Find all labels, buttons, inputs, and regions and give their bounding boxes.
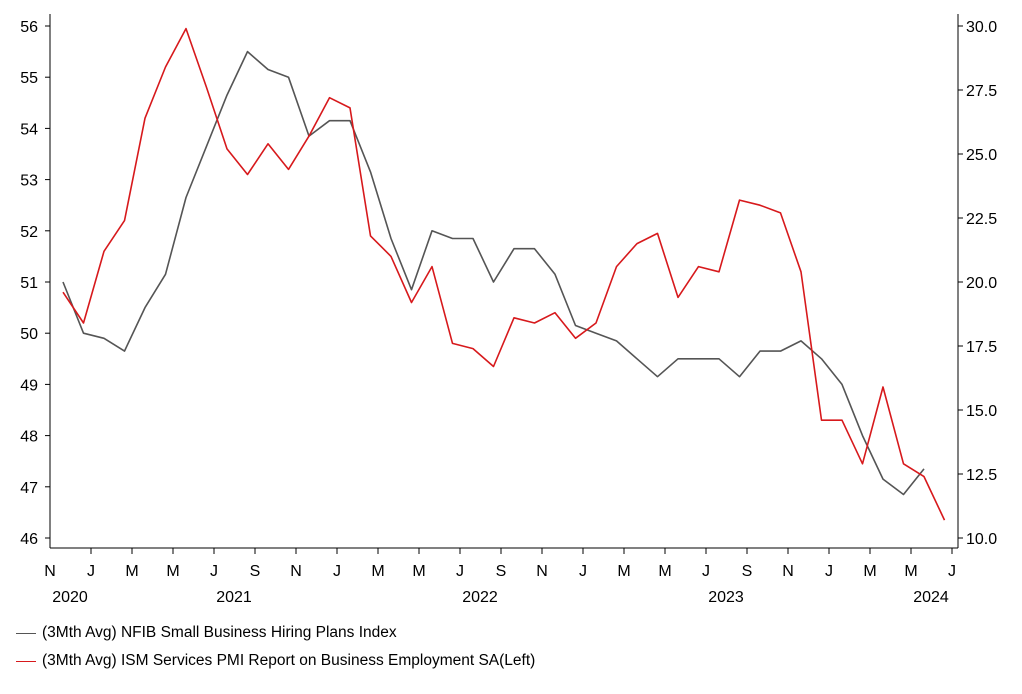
x-tick-label: M: [412, 563, 425, 580]
x-year-label: 2024: [913, 589, 949, 606]
y-right-tick-label: 20.0: [966, 275, 997, 292]
y-left-tick-label: 53: [20, 173, 38, 190]
x-tick-label: J: [333, 563, 341, 580]
x-year-label: 2021: [216, 589, 252, 606]
legend-label-nfib: (3Mth Avg) NFIB Small Business Hiring Pl…: [42, 624, 397, 641]
x-tick-label: M: [863, 563, 876, 580]
x-tick-label: S: [250, 563, 261, 580]
x-tick-label: J: [825, 563, 833, 580]
legend-item-nfib: (3Mth Avg) NFIB Small Business Hiring Pl…: [16, 624, 397, 642]
chart-axes: 56 55 54 53 52 51 50 49 48 47 46 30.0 27.5 25.0 22.5 20…: [20, 14, 997, 606]
y-right-tick-label: 17.5: [966, 339, 997, 356]
y-left-tick-label: 50: [20, 326, 38, 343]
x-tick-label: N: [782, 563, 794, 580]
x-tick-label: M: [904, 563, 917, 580]
x-tick-label: J: [579, 563, 587, 580]
series-line-ism: [62, 27, 946, 521]
x-tick-label: J: [456, 563, 464, 580]
y-left-tick-label: 51: [20, 275, 38, 292]
x-tick-label: M: [166, 563, 179, 580]
x-tick-label: N: [536, 563, 548, 580]
chart-series: [62, 27, 946, 521]
x-tick-label: J: [702, 563, 710, 580]
y-left-tick-label: 48: [20, 429, 38, 446]
y-left-tick-label: 47: [20, 480, 38, 497]
x-year-label: 2023: [708, 589, 744, 606]
legend-label-ism: (3Mth Avg) ISM Services PMI Report on Bu…: [42, 652, 536, 669]
y-right-tick-label: 10.0: [966, 531, 997, 548]
x-tick-label: M: [371, 563, 384, 580]
x-tick-label: S: [496, 563, 507, 580]
x-year-label: 2020: [52, 589, 88, 606]
y-left-tick-label: 49: [20, 377, 38, 394]
x-tick-label: J: [210, 563, 218, 580]
y-right-tick-label: 27.5: [966, 83, 997, 100]
x-tick-label: J: [948, 563, 956, 580]
legend-item-ism: (3Mth Avg) ISM Services PMI Report on Bu…: [16, 652, 535, 670]
series-line-nfib: [62, 50, 925, 496]
y-left-tick-label: 56: [20, 19, 38, 36]
y-right-tick-label: 30.0: [966, 19, 997, 36]
x-tick-label: N: [44, 563, 56, 580]
y-right-tick-label: 22.5: [966, 211, 997, 228]
y-left-tick-label: 46: [20, 531, 38, 548]
x-tick-label: M: [658, 563, 671, 580]
x-year-label: 2022: [462, 589, 498, 606]
y-left-tick-label: 52: [20, 224, 38, 241]
x-tick-label: M: [125, 563, 138, 580]
y-right-tick-label: 25.0: [966, 147, 997, 164]
y-right-tick-label: 12.5: [966, 467, 997, 484]
y-left-tick-label: 55: [20, 70, 38, 87]
legend-swatch-red: [16, 660, 36, 662]
x-tick-label: S: [742, 563, 753, 580]
legend-swatch-gray: [16, 632, 36, 634]
y-right-tick-label: 15.0: [966, 403, 997, 420]
y-left-tick-label: 54: [20, 121, 38, 138]
x-tick-label: N: [290, 563, 302, 580]
x-tick-label: M: [617, 563, 630, 580]
x-tick-label: J: [87, 563, 95, 580]
